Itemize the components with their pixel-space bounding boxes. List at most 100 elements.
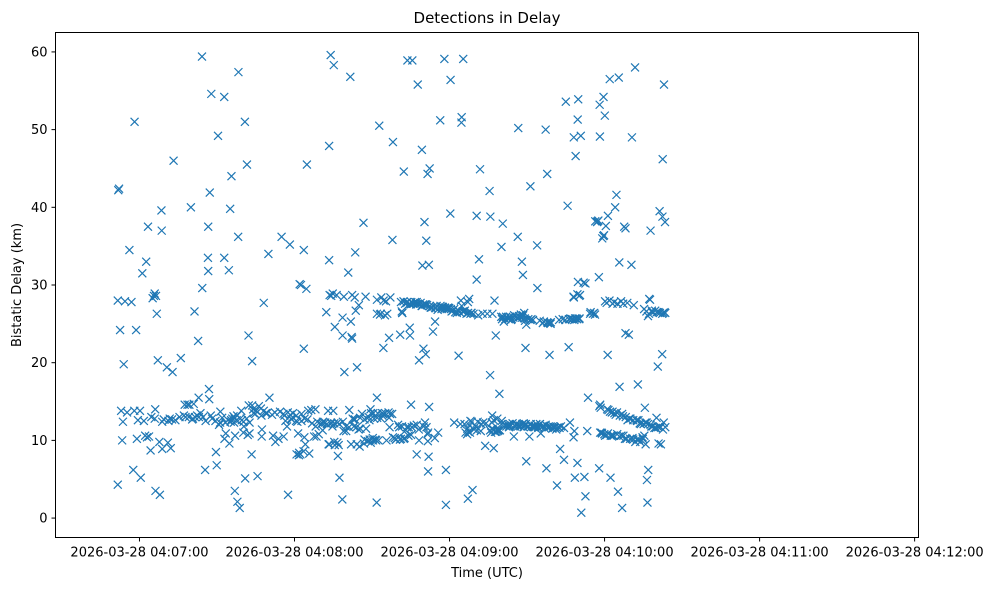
data-point (186, 202, 196, 212)
data-point (559, 455, 569, 465)
data-point (350, 414, 360, 424)
data-point (277, 232, 287, 242)
data-point (365, 415, 374, 425)
data-point (301, 284, 311, 294)
data-point (351, 306, 361, 316)
data-point (590, 310, 600, 319)
data-point (594, 272, 604, 282)
data-point (193, 336, 203, 346)
data-point (595, 400, 605, 410)
data-point (542, 169, 552, 179)
data-point (113, 480, 123, 490)
data-point (204, 394, 214, 404)
data-point (302, 160, 312, 170)
data-point (469, 309, 478, 319)
data-point (394, 422, 404, 432)
data-point (349, 421, 359, 431)
data-point (488, 309, 497, 319)
data-point (230, 486, 240, 496)
data-point (624, 330, 634, 340)
data-point (561, 97, 571, 107)
data-point (248, 404, 258, 414)
data-point (467, 308, 476, 318)
data-point (475, 164, 485, 174)
data-point (372, 498, 382, 507)
data-point (596, 403, 606, 413)
data-point (163, 438, 173, 448)
data-point (485, 370, 495, 380)
data-point (181, 412, 190, 422)
data-point (583, 393, 593, 403)
data-point (579, 472, 589, 482)
data-point (200, 465, 210, 475)
data-point (242, 160, 252, 170)
data-point (224, 265, 234, 275)
data-point (296, 280, 306, 290)
data-point (190, 306, 199, 316)
data-point (576, 131, 586, 141)
data-point (165, 414, 175, 424)
data-point (122, 407, 132, 417)
data-point (142, 432, 152, 442)
data-point (621, 223, 630, 233)
data-point (157, 205, 166, 215)
data-point (569, 426, 579, 436)
data-point (265, 393, 274, 403)
data-point (341, 426, 351, 436)
data-point (441, 465, 451, 475)
data-point (198, 412, 208, 422)
data-point (388, 235, 397, 245)
x-tick-label: 2026-03-28 04:08:00 (225, 546, 363, 561)
data-point (599, 92, 608, 102)
data-point (421, 349, 431, 359)
data-point (405, 331, 415, 340)
y-tick-label: 30 (31, 279, 48, 294)
data-point (385, 293, 395, 302)
data-point (361, 424, 371, 434)
data-point (572, 314, 582, 324)
data-point (329, 437, 339, 447)
data-point (573, 94, 583, 104)
data-point (385, 422, 395, 432)
data-point (613, 487, 623, 497)
data-point (576, 508, 586, 518)
data-point (469, 425, 479, 434)
data-point (590, 216, 600, 226)
data-point (636, 419, 646, 429)
data-point (352, 362, 362, 372)
data-point (633, 380, 643, 389)
data-point (412, 449, 422, 459)
data-point (545, 350, 554, 360)
data-point (115, 325, 125, 335)
data-point (417, 145, 427, 155)
data-point (345, 72, 355, 82)
data-point (564, 342, 574, 352)
data-point (318, 425, 328, 435)
data-point (240, 117, 250, 127)
data-point (119, 359, 129, 369)
data-point (332, 290, 342, 300)
data-point (601, 221, 611, 231)
data-point (633, 415, 643, 425)
data-point (235, 503, 245, 513)
data-point (435, 115, 445, 125)
data-point (655, 206, 665, 216)
data-point (259, 298, 269, 308)
data-point (563, 201, 573, 211)
data-point (355, 442, 365, 452)
data-point (324, 255, 334, 265)
data-point (593, 216, 603, 225)
data-point (457, 301, 467, 311)
data-point (396, 434, 406, 444)
data-point (132, 434, 142, 444)
data-point (513, 232, 523, 242)
data-point (492, 414, 502, 424)
data-point (128, 465, 138, 475)
y-axis-ticks: 0 10 20 30 40 50 60 (31, 45, 56, 527)
data-point (474, 254, 484, 264)
data-point (359, 218, 368, 228)
data-point (521, 343, 530, 353)
data-point (558, 314, 568, 324)
data-point (324, 141, 334, 151)
